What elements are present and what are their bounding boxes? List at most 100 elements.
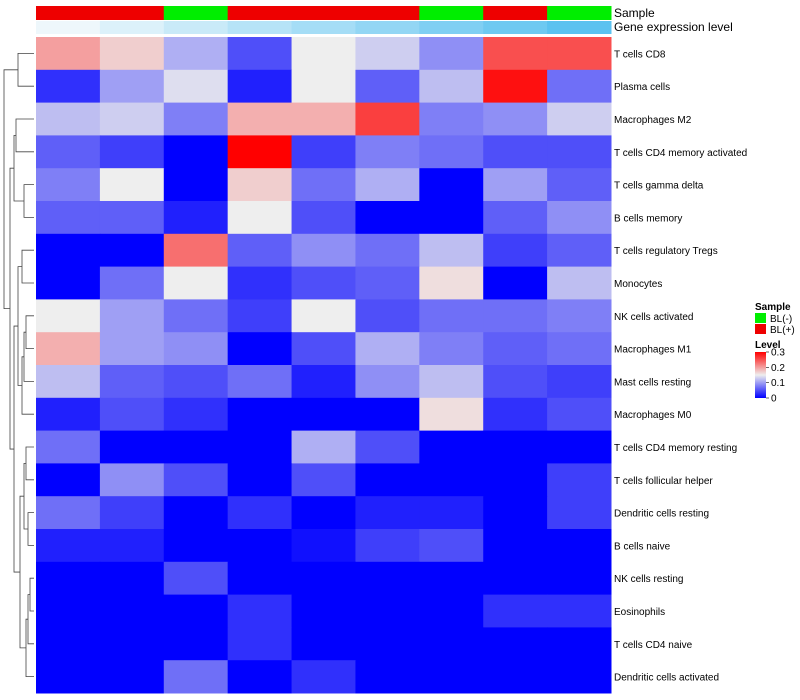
row-label: T cells CD4 naive (614, 640, 693, 651)
heatmap-cell (547, 135, 612, 169)
row-label: T cells CD4 memory resting (614, 443, 737, 454)
heatmap-cell (355, 496, 420, 530)
heatmap-cell (99, 299, 165, 333)
gene-expression-annotation-cell (483, 21, 548, 34)
row-label: Macrophages M2 (614, 115, 692, 126)
heatmap-cell (419, 299, 484, 333)
heatmap-cell (355, 102, 420, 136)
heatmap-cell (36, 168, 101, 202)
heatmap-cell (483, 365, 548, 399)
gene-expression-annotation-cell (163, 21, 229, 34)
heatmap-cell (355, 529, 420, 563)
heatmap-cell (163, 627, 229, 661)
legend-label-bl-pos: BL(+) (770, 325, 795, 336)
heatmap-cell (227, 496, 293, 530)
heatmap-cell (36, 660, 101, 694)
heatmap-cell (99, 496, 165, 530)
heatmap-cell (547, 168, 612, 202)
heatmap-cell (291, 496, 356, 530)
heatmap-cell (36, 201, 101, 235)
heatmap-cell (291, 102, 356, 136)
legend-tick-label: 0.3 (771, 348, 785, 359)
sample-annotation-cell (227, 6, 293, 20)
heatmap-cell (227, 660, 293, 694)
heatmap-cell (355, 233, 420, 268)
row-label: Dendritic cells resting (614, 509, 709, 520)
heatmap-cell (36, 233, 101, 268)
legend-ticks: 0 0.1 0.2 0.3 (766, 348, 785, 405)
heatmap-cell (291, 299, 356, 333)
heatmap-cell (419, 660, 484, 694)
heatmap-cell (547, 561, 612, 596)
row-label: Mast cells resting (614, 377, 691, 388)
heatmap-cell (483, 660, 548, 694)
heatmap-cell (547, 233, 612, 268)
heatmap-cell (291, 135, 356, 169)
heatmap-cell (419, 102, 484, 136)
heatmap-cell (99, 627, 165, 661)
sample-annotation-cell (163, 6, 229, 20)
heatmap-cell (163, 69, 229, 104)
heatmap-cell (547, 430, 612, 464)
heatmap-cell (99, 332, 165, 366)
heatmap-cell (419, 201, 484, 235)
heatmap-cell (227, 397, 293, 432)
heatmap-cell (227, 233, 293, 268)
heatmap-cell (547, 37, 612, 71)
heatmap-cell (483, 430, 548, 464)
heatmap-cell (99, 397, 165, 432)
legend-tick-label: 0 (771, 394, 777, 405)
heatmap-cell (483, 102, 548, 136)
heatmap-cell (355, 135, 420, 169)
legend-level-title: Level (755, 340, 781, 351)
row-label: Macrophages M1 (614, 345, 692, 356)
row-label: NK cells resting (614, 574, 683, 585)
heatmap-cell (99, 561, 165, 596)
heatmap-cell (99, 102, 165, 136)
row-labels: T cells CD8 Plasma cells Macrophages M2 T c… (614, 49, 747, 683)
heatmap-cell (355, 69, 420, 104)
heatmap-cell (355, 201, 420, 235)
heatmap-cell (419, 69, 484, 104)
heatmap-cell (291, 365, 356, 399)
heatmap-cell (355, 397, 420, 432)
legend-swatch-bl-neg (755, 313, 766, 323)
heatmap-cell (99, 37, 165, 71)
heatmap-cell (227, 332, 293, 366)
heatmap-cell (419, 463, 484, 497)
heatmap-cell (163, 102, 229, 136)
heatmap-cell (419, 529, 484, 563)
heatmap-cell (419, 365, 484, 399)
heatmap-cell (36, 463, 101, 497)
heatmap-cell (227, 627, 293, 661)
heatmap-cell (547, 463, 612, 497)
heatmap-cell (547, 660, 612, 694)
heatmap-cell (227, 102, 293, 136)
heatmap-cell (547, 299, 612, 333)
heatmap-cell (99, 430, 165, 464)
heatmap-cell (163, 135, 229, 169)
legend-swatch-bl-pos (755, 324, 766, 334)
sample-annotation-cell (419, 6, 484, 20)
gene-expression-annotation-cell (355, 21, 420, 34)
heatmap-cell (99, 201, 165, 235)
heatmap-cell (291, 397, 356, 432)
heatmap-cell (99, 69, 165, 104)
heatmap-cell (163, 397, 229, 432)
annotation-bars (36, 6, 612, 34)
heatmap-cell (163, 299, 229, 333)
heatmap-cell (547, 102, 612, 136)
heatmap-cell (36, 299, 101, 333)
heatmap-cell (547, 332, 612, 366)
heatmap-cell (419, 332, 484, 366)
heatmap-cell (291, 233, 356, 268)
heatmap-cell (483, 299, 548, 333)
heatmap-cell (163, 430, 229, 464)
heatmap-cell (99, 233, 165, 268)
heatmap-cell (483, 594, 548, 628)
annotation-label-gene-expression: Gene expression level (614, 20, 733, 34)
heatmap-cell (547, 69, 612, 104)
heatmap-cell (291, 627, 356, 661)
heatmap-cell (163, 365, 229, 399)
heatmap-cell (36, 496, 101, 530)
